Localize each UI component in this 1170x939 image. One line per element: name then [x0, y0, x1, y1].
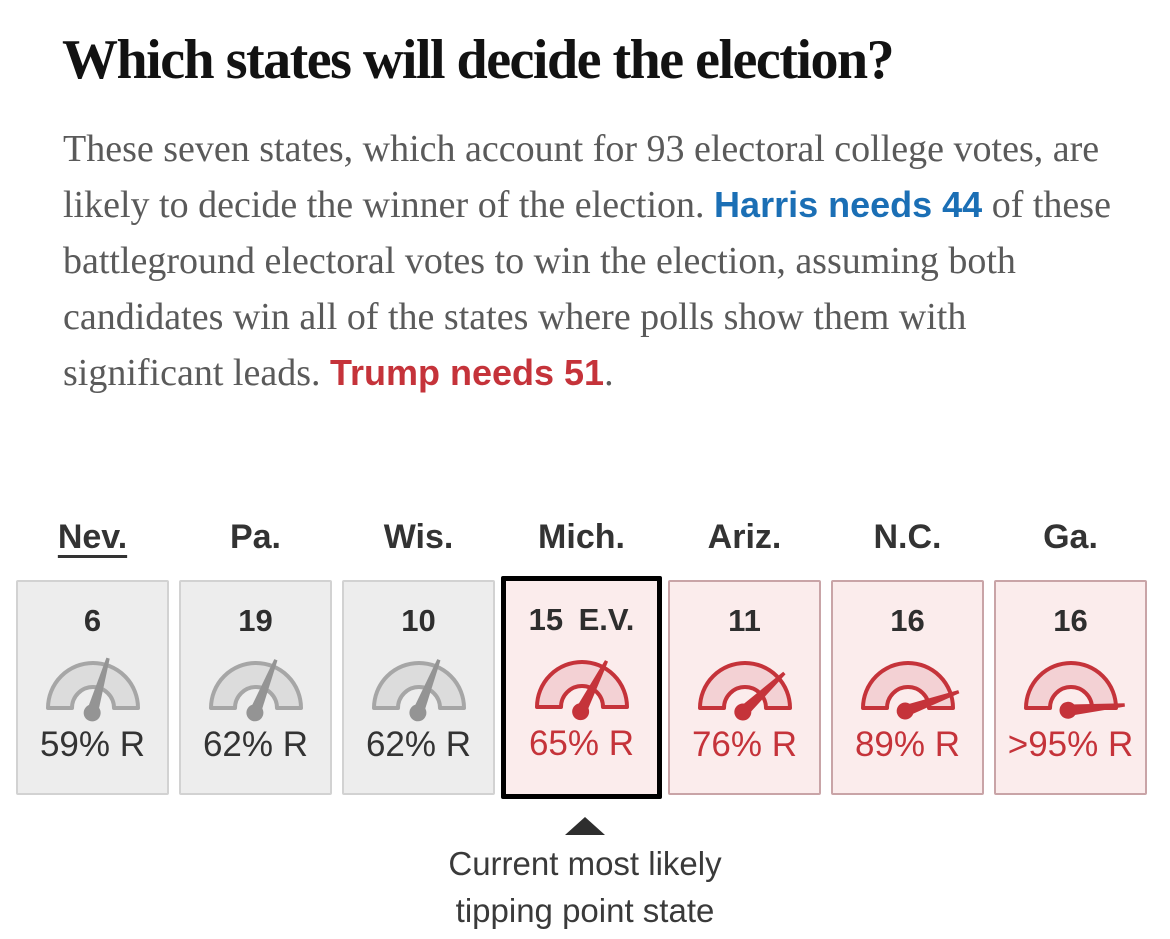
gauge-icon: [695, 646, 795, 722]
state-label-wis[interactable]: Wis.: [383, 518, 454, 556]
electoral-votes-value: 16: [890, 603, 925, 638]
electoral-votes-value: 19: [238, 603, 273, 638]
trump-needs-highlight: Trump needs 51: [329, 352, 605, 393]
state-label-ga[interactable]: Ga.: [1043, 518, 1098, 556]
state-card-nev[interactable]: 6 59% R: [16, 580, 169, 795]
intro-text-1: These seven states, which account for 93…: [63, 128, 1100, 226]
state-label-nev[interactable]: Nev.: [57, 518, 128, 556]
state-card-nc[interactable]: 16 89% R: [831, 580, 984, 795]
rep-win-probability-value: 62% R: [202, 725, 309, 764]
page-title: Which states will decide the election?: [62, 29, 895, 91]
state-card-pa[interactable]: 19 62% R: [179, 580, 332, 795]
gauge-icon: [43, 646, 143, 722]
state-label-ariz[interactable]: Ariz.: [707, 518, 782, 556]
rep-win-probability-value: 76% R: [691, 725, 798, 764]
state-card-ariz[interactable]: 11 76% R: [668, 580, 821, 795]
rep-win-probability-value: 89% R: [854, 725, 961, 764]
gauge-icon: [206, 646, 306, 722]
rep-win-probability-value: 65% R: [528, 724, 635, 763]
state-card-ga[interactable]: 16 >95% R: [994, 580, 1147, 795]
electoral-votes-value: 15 E.V.: [528, 602, 635, 637]
gauge-icon: [858, 646, 959, 722]
state-label-mich[interactable]: Mich.: [538, 518, 625, 556]
gauge-icon: [532, 645, 632, 721]
intro-text-2: of these battleground electoral votes to…: [63, 184, 1111, 394]
tipping-point-annotation: Current most likely tipping point state: [405, 817, 765, 934]
rep-win-probability-value: 59% R: [39, 725, 146, 764]
intro-paragraph: These seven states, which account for 93…: [63, 121, 1121, 401]
state-card-wis[interactable]: 10 62% R: [342, 580, 495, 795]
state-column-mich: Mich. 15 E.V. 65% R: [501, 516, 662, 799]
tipping-point-label: Current most likely tipping point state: [448, 845, 722, 929]
rep-win-probability-value: >95% R: [1007, 725, 1134, 764]
electoral-votes-value: 16: [1053, 603, 1088, 638]
electoral-votes-value: 11: [728, 603, 761, 638]
state-label-pa[interactable]: Pa.: [229, 518, 282, 556]
arrow-up-icon: [565, 817, 605, 835]
harris-needs-highlight: Harris needs 44: [714, 184, 983, 225]
gauge-icon: [1021, 646, 1125, 722]
state-column-wis: Wis. 10 62% R: [342, 516, 495, 795]
rep-win-probability-value: 62% R: [365, 725, 472, 764]
state-column-ga: Ga. 16 >95% R: [994, 516, 1147, 795]
states-row: Nev. 6 59% R Pa. 19 62% R Wis. 10 62% R …: [16, 516, 1147, 799]
state-column-pa: Pa. 19 62% R: [179, 516, 332, 795]
intro-text-3: .: [604, 352, 614, 394]
state-label-nc[interactable]: N.C.: [873, 518, 942, 556]
state-card-mich[interactable]: 15 E.V. 65% R: [501, 576, 662, 799]
state-column-nev: Nev. 6 59% R: [16, 516, 169, 795]
state-column-ariz: Ariz. 11 76% R: [668, 516, 821, 795]
electoral-votes-value: 6: [83, 603, 102, 638]
electoral-votes-value: 10: [401, 603, 436, 638]
gauge-icon: [369, 646, 469, 722]
state-column-nc: N.C. 16 89% R: [831, 516, 984, 795]
